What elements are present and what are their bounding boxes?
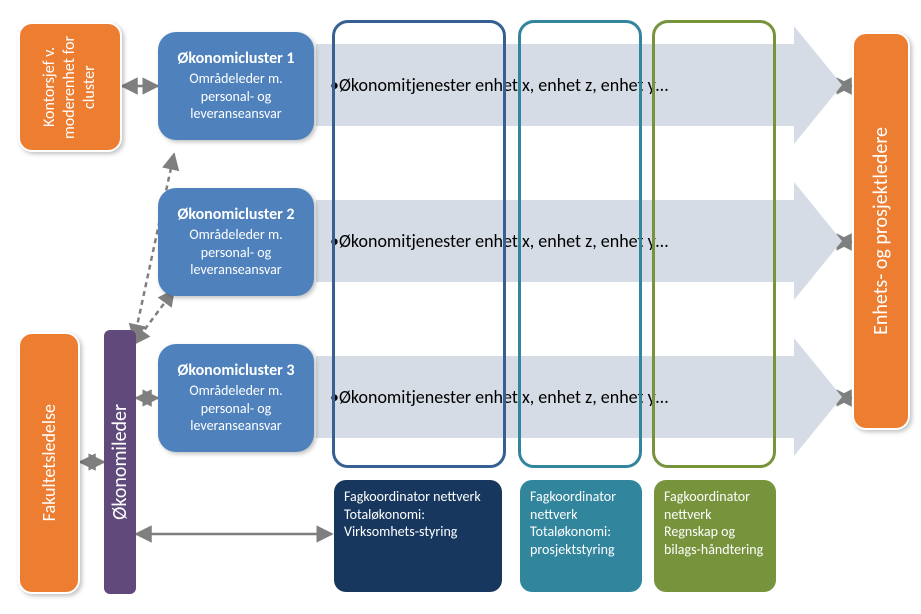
cluster-title: Økonomicluster 2 [177, 205, 294, 224]
cluster-subtitle: Områdeleder m. personal- og leveranseans… [168, 382, 304, 435]
cluster-box-3: Økonomicluster 3 Områdeleder m. personal-… [158, 344, 314, 452]
diagram-stage: • Økonomitjenester enhet x, enhet z, enh… [0, 0, 921, 614]
fag-text: Fagkoordinator nettverk Totaløkonomi: pr… [530, 488, 632, 558]
fag-text: Fagkoordinator nettverk Totaløkonomi: Vi… [344, 488, 492, 541]
pill-2 [652, 20, 776, 468]
cluster-box-1: Økonomicluster 1 Områdeleder m. personal-… [158, 32, 314, 140]
orange-box-right: Enhets- og prosjektledere [852, 32, 910, 430]
arrow-head [794, 198, 842, 284]
pill-1 [518, 20, 642, 468]
orange-box-label: Fakultetsledelse [34, 396, 65, 529]
orange-box-top_left: Kontorsjef v. moderenhet for cluster [18, 22, 122, 152]
pill-0 [332, 20, 506, 468]
orange-box-label: Kontorsjef v. moderenhet for cluster [36, 24, 104, 150]
orange-box-bottom_left: Fakultetsledelse [18, 332, 80, 594]
cluster-title: Økonomicluster 1 [177, 49, 294, 68]
cluster-title: Økonomicluster 3 [177, 361, 294, 380]
arrow-head [794, 42, 842, 128]
fag-box-0: Fagkoordinator nettverk Totaløkonomi: Vi… [334, 480, 502, 592]
connector-3 [134, 290, 174, 344]
arrow-head [794, 354, 842, 440]
fag-text: Fagkoordinator nettverk Regnskap og bila… [664, 488, 766, 558]
cluster-box-2: Økonomicluster 2 Områdeleder m. personal-… [158, 188, 314, 296]
okonomileder-box: Økonomileder [104, 330, 136, 594]
cluster-subtitle: Områdeleder m. personal- og leveranseans… [168, 226, 304, 279]
orange-box-label: Enhets- og prosjektledere [865, 119, 898, 343]
fag-box-2: Fagkoordinator nettverk Regnskap og bila… [654, 480, 776, 592]
okonomileder-label: Økonomileder [106, 396, 134, 528]
fag-box-1: Fagkoordinator nettverk Totaløkonomi: pr… [520, 480, 642, 592]
cluster-subtitle: Områdeleder m. personal- og leveranseans… [168, 70, 304, 123]
